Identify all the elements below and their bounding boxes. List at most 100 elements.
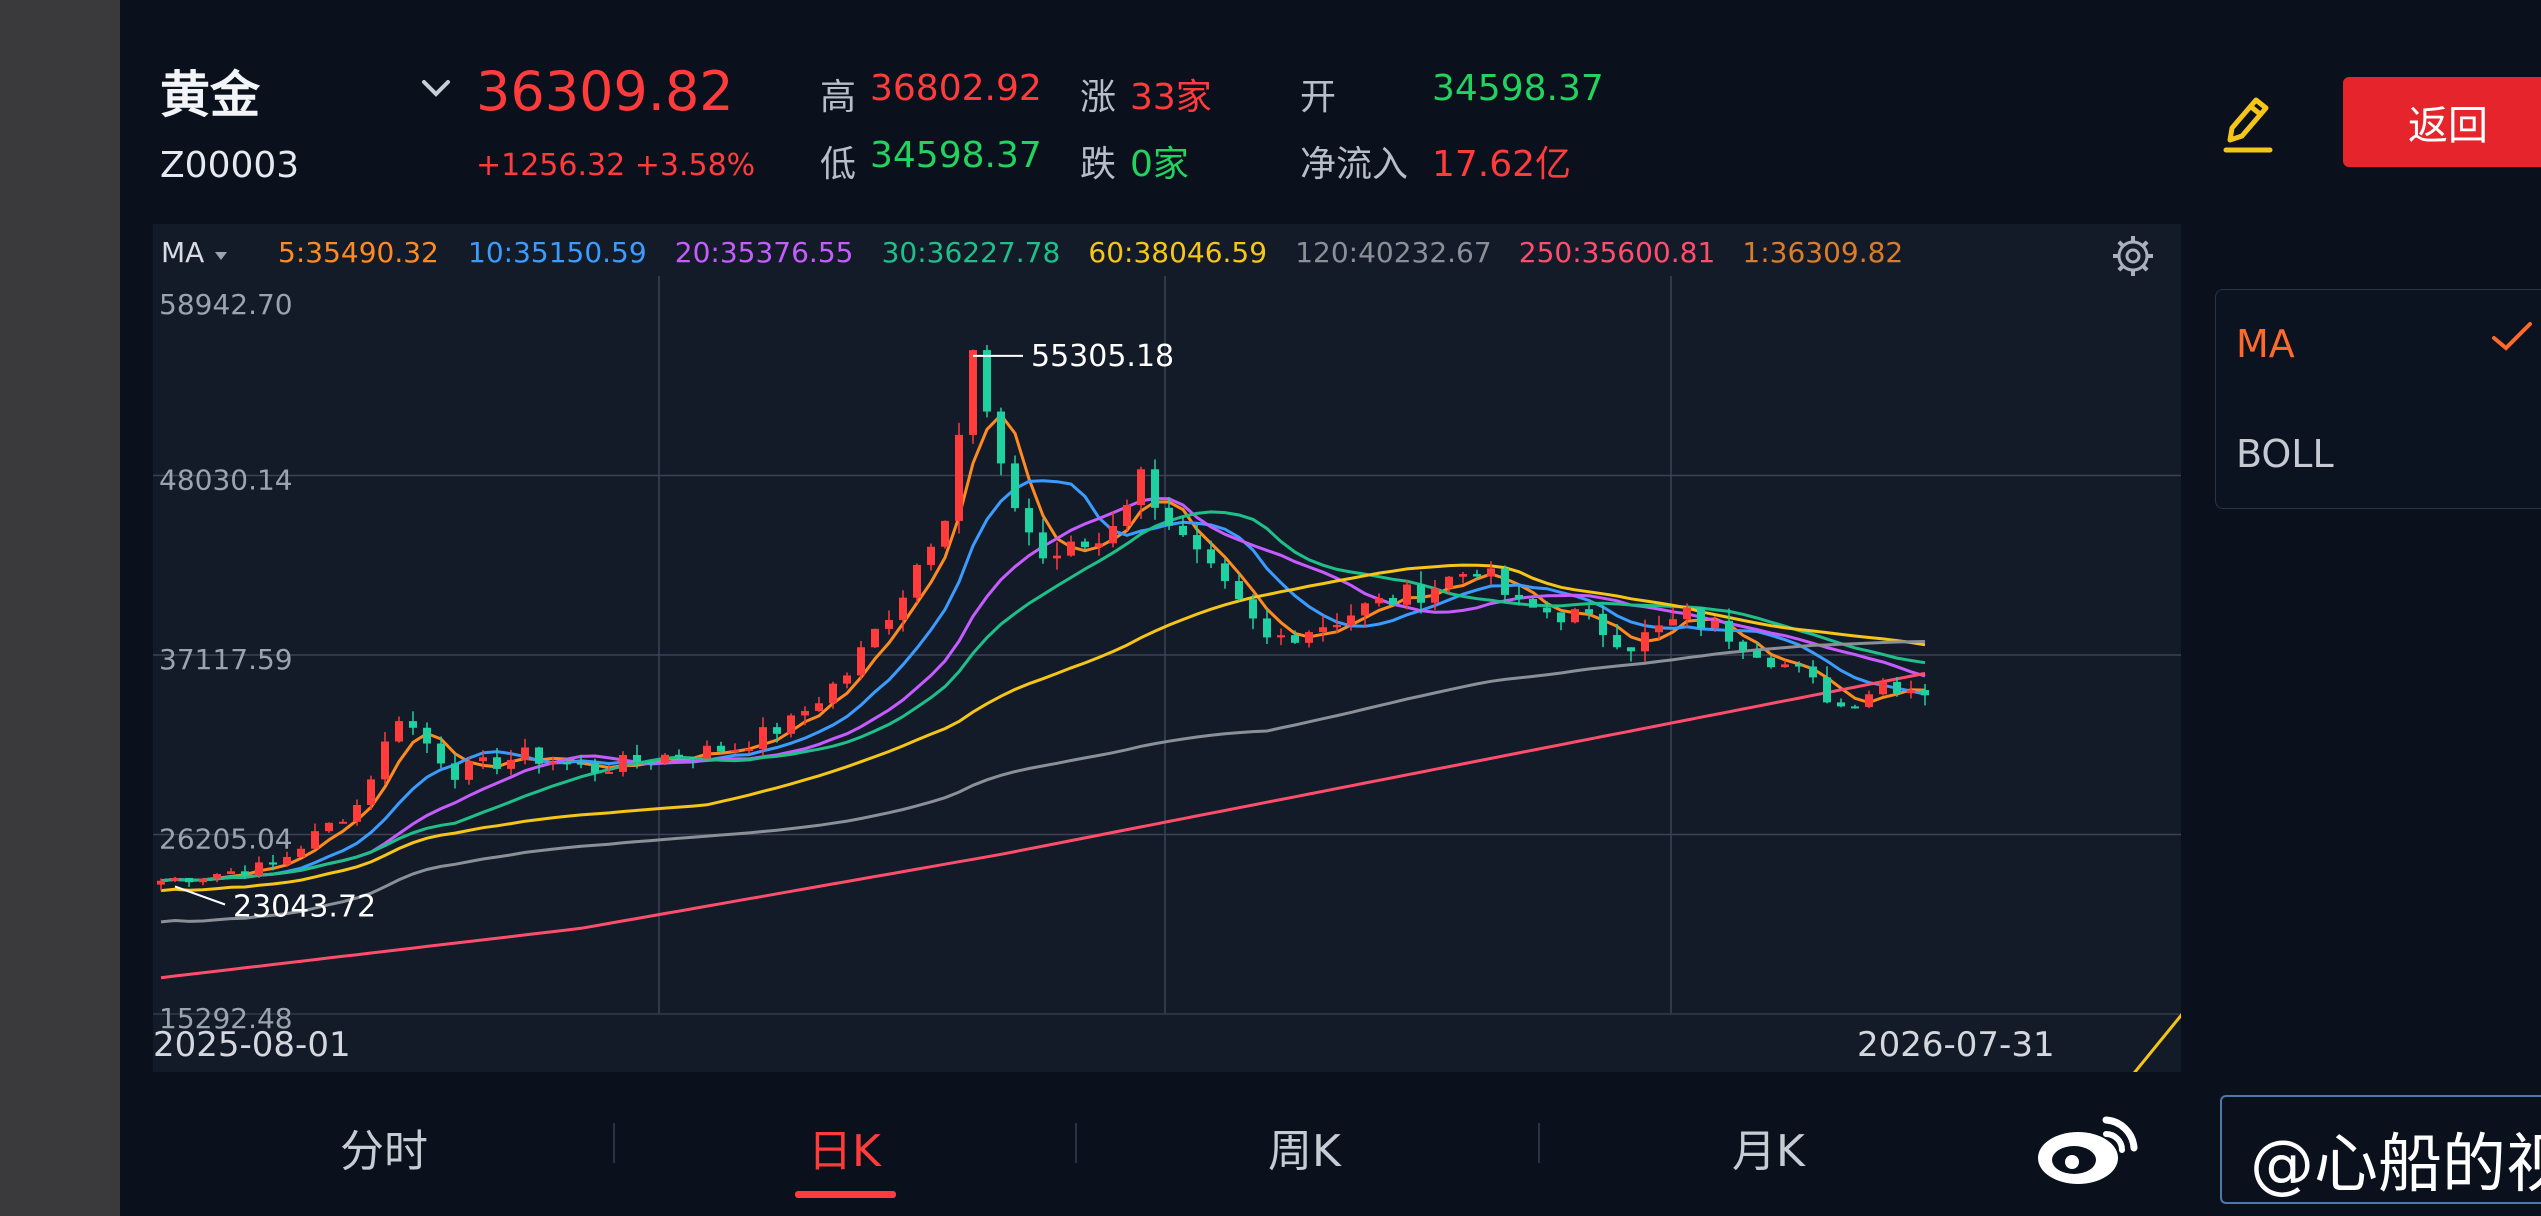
candle-body [703, 745, 711, 759]
candle-body [1585, 609, 1593, 614]
high-value: 36802.92 [870, 68, 1042, 109]
candle-body [479, 757, 487, 762]
candle-body [605, 771, 613, 774]
ma-legend-item: 20:35376.55 [675, 236, 854, 269]
candle-body [675, 754, 683, 758]
candle-body [997, 411, 1005, 464]
candle-body [1319, 627, 1327, 633]
tab-weekly-k[interactable]: 周K [1268, 1126, 1341, 1177]
watermark-text: @心船的视野 [2250, 1128, 2541, 1202]
candle-body [717, 745, 725, 752]
chevron-down-icon[interactable] [418, 70, 454, 106]
price-change: +1256.32 +3.58% [476, 148, 756, 183]
candle-body [1627, 647, 1635, 652]
candle-body [647, 761, 655, 764]
candle-body [367, 779, 375, 805]
candle-body [1403, 584, 1411, 605]
candle-body [1347, 615, 1355, 626]
candle-body [1207, 549, 1215, 564]
y-tick-label: 26205.04 [159, 822, 293, 855]
candle-body [619, 754, 627, 772]
candle-body [815, 703, 823, 711]
candle-body [381, 741, 389, 780]
candle-body [1837, 702, 1845, 707]
low-value: 34598.37 [870, 135, 1042, 176]
candle-body [885, 620, 893, 629]
candle-body [969, 350, 977, 435]
y-tick-label: 58942.70 [159, 288, 293, 321]
min-annotation-label: 23043.72 [233, 890, 376, 925]
kline-chart-svg[interactable]: 58942.70 48030.14 37117.59 26205.04 15292.48… [153, 224, 2181, 1072]
candle-body [451, 763, 459, 780]
candle-body [1235, 581, 1243, 600]
candle-body [1179, 525, 1187, 536]
candle-body [1501, 568, 1509, 595]
candle-body [1445, 576, 1453, 589]
candle-body [1039, 532, 1047, 559]
candle-body [759, 727, 767, 749]
candle-body [1851, 706, 1859, 709]
candle-body [353, 804, 361, 822]
candle-body [255, 862, 263, 876]
tab-daily-k[interactable]: 日K [808, 1126, 881, 1177]
indicator-option-ma[interactable]: MA [2236, 322, 2295, 366]
indicator-dropdown-label: MA [161, 236, 204, 269]
candle-body [1683, 607, 1691, 620]
candle-body [801, 710, 809, 716]
ma-legend-item: 120:40232.67 [1295, 236, 1491, 269]
candle-body [1711, 620, 1719, 629]
candle-body [1571, 609, 1579, 623]
y-tick-label: 37117.59 [159, 643, 293, 676]
weibo-logo-icon [2038, 1116, 2138, 1184]
candle-body [297, 848, 305, 857]
kline-chart[interactable]: 58942.70 48030.14 37117.59 26205.04 15292.48… [153, 224, 2181, 1072]
candle-body [1375, 597, 1383, 604]
indicator-option-boll[interactable]: BOLL [2236, 432, 2334, 476]
open-label: 开 [1300, 77, 1337, 118]
candle-body [227, 871, 235, 875]
candle-body [1907, 690, 1915, 694]
candle-body [1123, 505, 1131, 527]
candle-body [983, 350, 991, 412]
ma-line-30 [160, 510, 1926, 883]
open-value: 34598.37 [1432, 68, 1604, 109]
candle-body [1487, 568, 1495, 577]
candle-body [1291, 635, 1299, 643]
candle-body [1277, 635, 1285, 638]
candle-body [1137, 469, 1145, 506]
candle-body [661, 754, 669, 764]
gear-icon-tooth [2117, 240, 2125, 248]
ma-line-5 [160, 412, 1926, 883]
candle-body [941, 520, 949, 547]
back-button[interactable]: 返回 [2343, 77, 2541, 167]
y-tick-label: 15292.48 [159, 1002, 293, 1035]
candle-body [507, 759, 515, 769]
stock-kline-screen: 黄金 Z00003 36309.82 +1256.32 +3.58% 高 368… [120, 0, 2541, 1216]
candle-body [1641, 632, 1649, 652]
candle-body [1025, 508, 1033, 533]
pencil-icon[interactable] [2220, 88, 2276, 154]
candle-body [535, 747, 543, 764]
net-inflow-label: 净流入 [1300, 144, 1409, 185]
candle-body [493, 757, 501, 769]
candle-body [843, 675, 851, 684]
instrument-name: 黄金 [160, 66, 260, 124]
candle-body [1095, 543, 1103, 548]
candle-body [773, 727, 781, 734]
active-tab-indicator [795, 1191, 896, 1198]
x-tick-label: 2026-07-31 [1857, 1025, 2055, 1065]
net-inflow-value: 17.62亿 [1432, 144, 1572, 185]
candle-body [1151, 469, 1159, 508]
candle-body [1767, 657, 1775, 668]
candle-body [283, 856, 291, 865]
candle-body [633, 754, 641, 762]
low-label: 低 [820, 144, 857, 185]
tab-time-sharing[interactable]: 分时 [340, 1126, 428, 1177]
ma-legend-item: 30:36227.78 [882, 236, 1061, 269]
up-count-label: 涨 [1080, 77, 1117, 118]
candle-body [1081, 541, 1089, 548]
candle-body [1473, 574, 1481, 577]
tab-separator [613, 1123, 615, 1163]
tab-monthly-k[interactable]: 月K [1732, 1126, 1805, 1177]
candle-body [745, 748, 753, 751]
